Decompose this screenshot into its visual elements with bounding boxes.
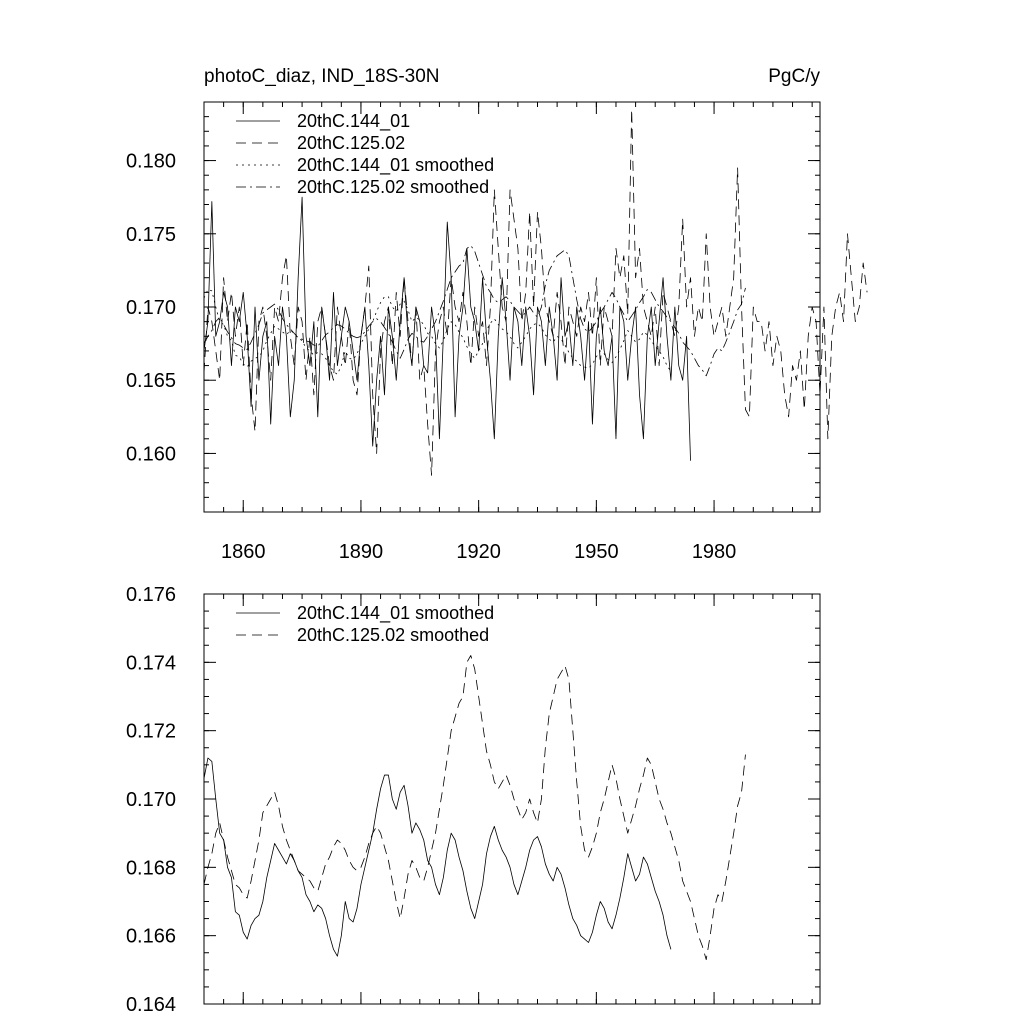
top-series-20thc-144-01 xyxy=(203,196,691,461)
top-y-tick-label: 0.175 xyxy=(126,224,176,246)
top-x-tick-label: 1890 xyxy=(339,541,384,563)
top-plot-frame xyxy=(203,101,821,513)
top-x-tick-label: 1860 xyxy=(221,541,266,563)
units-label: PgC/y xyxy=(768,66,820,87)
bottom-legend-label: 20thC.144_01 smoothed xyxy=(297,603,494,624)
bottom-y-tick-label: 0.170 xyxy=(126,789,176,811)
bottom-y-tick-label: 0.166 xyxy=(126,926,176,948)
top-y-tick-label: 0.160 xyxy=(126,443,176,465)
bottom-series-20thc-144-01-smoothed xyxy=(203,757,672,957)
top-series-20thc-125-02-smoothed xyxy=(203,245,746,377)
bottom-legend-label: 20thC.125.02 smoothed xyxy=(297,625,489,645)
top-x-tick-label: 1980 xyxy=(692,541,737,563)
chart-title: photoC_diaz, IND_18S-30N xyxy=(204,66,440,87)
top-x-tick-label: 1950 xyxy=(574,541,619,563)
top-y-tick-label: 0.170 xyxy=(126,297,176,319)
bottom-series-20thc-125-02-smoothed xyxy=(203,655,746,960)
top-x-tick-label: 1920 xyxy=(456,541,501,563)
top-legend-label: 20thC.125.02 xyxy=(297,133,405,153)
top-y-tick-label: 0.165 xyxy=(126,370,176,392)
bottom-y-tick-label: 0.164 xyxy=(126,994,176,1016)
top-panel: photoC_diaz, IND_18S-30N PgC/y 1860 1890 1… xyxy=(126,66,868,563)
top-y-tick-label: 0.180 xyxy=(126,151,176,173)
top-legend-label: 20thC.125.02 smoothed xyxy=(297,177,489,197)
bottom-y-tick-label: 0.168 xyxy=(126,857,176,879)
bottom-y-tick-label: 0.176 xyxy=(126,584,176,606)
bottom-plot-frame xyxy=(203,593,821,1005)
bottom-y-tick-label: 0.174 xyxy=(126,652,176,674)
top-series-20thc-125-02 xyxy=(203,108,868,476)
top-legend-label: 20thC.144_01 xyxy=(297,111,410,132)
bottom-y-tick-label: 0.172 xyxy=(126,721,176,743)
top-legend-label: 20thC.144_01 smoothed xyxy=(297,155,494,176)
bottom-panel: 0.164 0.166 0.168 0.170 0.172 0.174 0.176 20th… xyxy=(126,584,821,1016)
